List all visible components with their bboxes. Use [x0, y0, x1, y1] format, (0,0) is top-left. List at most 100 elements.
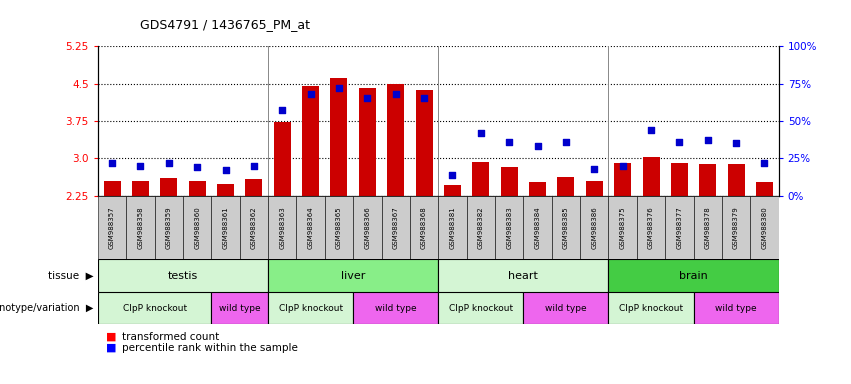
Text: GSM988377: GSM988377	[677, 206, 683, 249]
Text: genotype/variation  ▶: genotype/variation ▶	[0, 303, 94, 313]
Bar	[614, 164, 631, 196]
Text: heart: heart	[508, 270, 539, 281]
Point	[106, 160, 119, 166]
Text: testis: testis	[168, 270, 198, 281]
Bar	[160, 179, 177, 196]
Bar	[665, 196, 694, 259]
Bar	[211, 196, 240, 259]
Text: wild type: wild type	[219, 304, 260, 313]
Bar	[268, 292, 353, 324]
Bar	[274, 122, 291, 196]
Bar	[296, 196, 325, 259]
Text: GSM988383: GSM988383	[506, 206, 512, 249]
Point	[304, 91, 317, 97]
Text: wild type: wild type	[545, 304, 586, 313]
Text: GSM988362: GSM988362	[251, 206, 257, 249]
Bar	[268, 196, 296, 259]
Bar	[268, 259, 438, 292]
Text: GSM988375: GSM988375	[620, 206, 625, 249]
Point	[672, 139, 686, 145]
Text: wild type: wild type	[375, 304, 416, 313]
Bar	[240, 196, 268, 259]
Text: GSM988367: GSM988367	[392, 206, 399, 249]
Text: GSM988366: GSM988366	[364, 206, 370, 249]
Bar	[325, 196, 353, 259]
Bar	[643, 157, 660, 196]
Bar	[189, 181, 206, 196]
Text: GSM988380: GSM988380	[762, 206, 768, 249]
Bar	[330, 78, 347, 196]
Point	[332, 85, 346, 91]
Bar	[466, 196, 495, 259]
Point	[587, 166, 601, 172]
Point	[276, 108, 289, 114]
Point	[247, 163, 260, 169]
Text: GSM988378: GSM988378	[705, 206, 711, 249]
Point	[644, 127, 658, 133]
Bar	[217, 184, 234, 196]
Text: GSM988379: GSM988379	[733, 206, 740, 249]
Text: transformed count: transformed count	[122, 332, 219, 342]
Bar	[671, 164, 688, 196]
Text: liver: liver	[341, 270, 365, 281]
Bar	[444, 185, 461, 196]
Bar	[410, 196, 438, 259]
Bar	[387, 84, 404, 196]
Text: tissue  ▶: tissue ▶	[48, 270, 94, 281]
Point	[361, 95, 374, 101]
Bar	[353, 196, 381, 259]
Bar	[98, 292, 211, 324]
Text: GDS4791 / 1436765_PM_at: GDS4791 / 1436765_PM_at	[140, 18, 311, 31]
Bar	[608, 259, 779, 292]
Text: GSM988357: GSM988357	[109, 206, 115, 249]
Bar	[700, 164, 717, 196]
Bar	[500, 167, 517, 196]
Bar	[694, 292, 779, 324]
Bar	[751, 196, 779, 259]
Point	[219, 167, 232, 174]
Bar	[637, 196, 665, 259]
Text: ■: ■	[106, 332, 117, 342]
Text: GSM988386: GSM988386	[591, 206, 597, 249]
Bar	[132, 181, 149, 196]
Bar	[608, 292, 694, 324]
Bar	[126, 196, 155, 259]
Bar	[438, 196, 466, 259]
Text: GSM988368: GSM988368	[421, 206, 427, 249]
Bar	[551, 196, 580, 259]
Point	[417, 95, 431, 101]
Bar	[381, 196, 410, 259]
Bar	[155, 196, 183, 259]
Bar	[722, 196, 751, 259]
Text: GSM988360: GSM988360	[194, 206, 200, 249]
Text: GSM988382: GSM988382	[477, 206, 484, 249]
Text: GSM988363: GSM988363	[279, 206, 285, 249]
Bar	[438, 259, 608, 292]
Bar	[585, 181, 603, 196]
Bar	[98, 259, 268, 292]
Bar	[98, 196, 126, 259]
Point	[162, 160, 175, 166]
Bar	[302, 86, 319, 196]
Text: GSM988365: GSM988365	[336, 206, 342, 249]
Point	[389, 91, 403, 97]
Bar	[353, 292, 438, 324]
Bar	[472, 162, 489, 196]
Point	[191, 164, 204, 170]
Bar	[529, 182, 546, 196]
Point	[616, 163, 630, 169]
Bar	[415, 89, 432, 196]
Bar	[359, 88, 376, 196]
Point	[502, 139, 516, 145]
Text: GSM988361: GSM988361	[222, 206, 229, 249]
Bar	[756, 182, 773, 196]
Bar	[608, 196, 637, 259]
Text: GSM988364: GSM988364	[307, 206, 314, 249]
Point	[446, 172, 460, 178]
Point	[729, 141, 743, 147]
Bar	[495, 196, 523, 259]
Bar	[557, 177, 574, 196]
Text: GSM988376: GSM988376	[648, 206, 654, 249]
Point	[134, 163, 147, 169]
Point	[701, 137, 715, 144]
